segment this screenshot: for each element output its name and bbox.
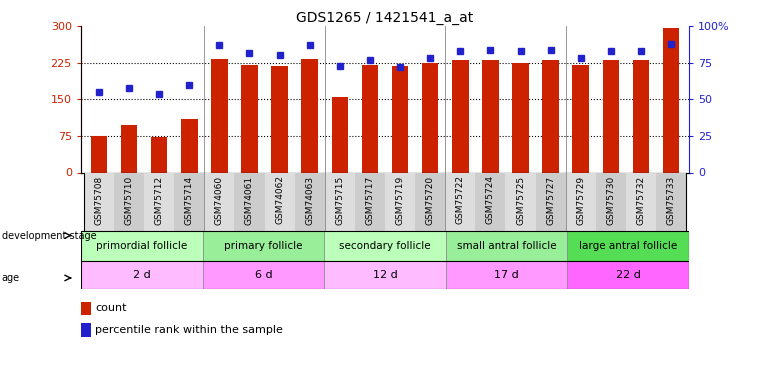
Bar [324, 231, 446, 261]
Bar [567, 231, 689, 261]
Bar [324, 261, 446, 289]
Text: GSM75708: GSM75708 [95, 176, 103, 225]
Bar [265, 172, 295, 231]
Bar [445, 172, 475, 231]
Text: GSM75729: GSM75729 [576, 176, 585, 225]
Text: GSM74062: GSM74062 [275, 176, 284, 224]
Text: 6 d: 6 d [255, 270, 272, 280]
Title: GDS1265 / 1421541_a_at: GDS1265 / 1421541_a_at [296, 11, 474, 25]
Bar [446, 231, 567, 261]
Bar [325, 172, 355, 231]
Bar [505, 172, 536, 231]
Bar [81, 231, 203, 261]
Bar [241, 65, 258, 172]
Bar [151, 137, 167, 172]
Text: GSM75717: GSM75717 [366, 176, 374, 225]
Text: small antral follicle: small antral follicle [457, 241, 557, 251]
Bar [203, 231, 324, 261]
Bar [81, 261, 203, 289]
Bar [301, 59, 318, 172]
Bar [211, 59, 228, 172]
Text: secondary follicle: secondary follicle [340, 241, 430, 251]
Text: GSM75733: GSM75733 [667, 176, 675, 225]
Bar [596, 172, 626, 231]
Text: GSM75727: GSM75727 [546, 176, 555, 225]
Text: 2 d: 2 d [132, 270, 151, 280]
Text: 12 d: 12 d [373, 270, 397, 280]
Text: primary follicle: primary follicle [224, 241, 303, 251]
Bar [203, 261, 324, 289]
Bar [121, 125, 137, 172]
Bar [512, 63, 529, 173]
Text: GSM75732: GSM75732 [637, 176, 645, 225]
Text: GSM75719: GSM75719 [396, 176, 404, 225]
Bar [81, 302, 91, 315]
Bar [566, 172, 596, 231]
Bar [446, 261, 567, 289]
Text: primordial follicle: primordial follicle [96, 241, 187, 251]
Text: 22 d: 22 d [616, 270, 641, 280]
Text: GSM75730: GSM75730 [606, 176, 615, 225]
Bar [174, 172, 204, 231]
Text: percentile rank within the sample: percentile rank within the sample [95, 325, 283, 335]
Bar [271, 66, 288, 172]
Bar [181, 119, 198, 172]
Text: large antral follicle: large antral follicle [579, 241, 678, 251]
Text: GSM75712: GSM75712 [155, 176, 164, 225]
Bar [362, 65, 378, 172]
Bar [452, 60, 469, 172]
Text: count: count [95, 303, 127, 313]
Text: age: age [2, 273, 20, 283]
Bar [482, 60, 499, 172]
Bar [91, 136, 107, 172]
Bar [603, 60, 619, 172]
Bar [392, 66, 408, 172]
Text: GSM75725: GSM75725 [516, 176, 525, 225]
Bar [355, 172, 385, 231]
Text: GSM74061: GSM74061 [245, 176, 254, 225]
Bar [81, 323, 91, 337]
Text: GSM75724: GSM75724 [486, 176, 495, 224]
Bar [572, 65, 589, 172]
Text: GSM75722: GSM75722 [456, 176, 465, 224]
Bar [204, 172, 234, 231]
Bar [84, 172, 114, 231]
Text: GSM74063: GSM74063 [305, 176, 314, 225]
Bar [234, 172, 265, 231]
Text: GSM75714: GSM75714 [185, 176, 194, 225]
Text: development stage: development stage [2, 231, 96, 240]
Bar [385, 172, 415, 231]
Text: GSM75710: GSM75710 [125, 176, 133, 225]
Bar [114, 172, 144, 231]
Bar [332, 97, 348, 172]
Bar [475, 172, 505, 231]
Text: GSM75720: GSM75720 [426, 176, 435, 225]
Bar [415, 172, 445, 231]
Bar [626, 172, 656, 231]
Bar [567, 261, 689, 289]
Text: 17 d: 17 d [494, 270, 519, 280]
Bar [542, 60, 559, 172]
Bar [633, 60, 649, 172]
Bar [656, 172, 686, 231]
Text: GSM74060: GSM74060 [215, 176, 224, 225]
Bar [144, 172, 174, 231]
Bar [422, 63, 438, 173]
Bar [536, 172, 566, 231]
Bar [663, 28, 679, 172]
Text: GSM75715: GSM75715 [335, 176, 344, 225]
Bar [295, 172, 325, 231]
